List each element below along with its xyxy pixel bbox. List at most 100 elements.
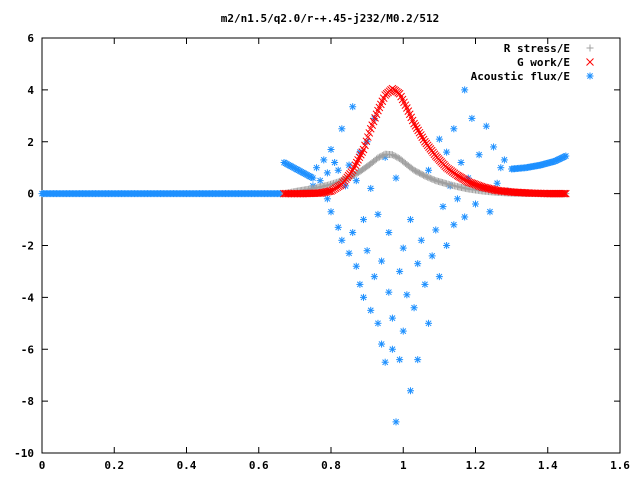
data-point (443, 148, 451, 156)
data-point (381, 358, 389, 366)
data-point (500, 156, 508, 164)
data-point (406, 216, 414, 224)
data-point (363, 133, 372, 141)
y-tick-label: -4 (21, 291, 35, 304)
data-point (338, 236, 346, 244)
y-tick-label: -8 (21, 395, 34, 408)
data-point (414, 356, 422, 364)
data-point (428, 252, 436, 260)
data-point (388, 314, 396, 322)
data-point (356, 150, 365, 159)
data-point (363, 247, 371, 255)
data-point (352, 177, 360, 185)
data-point (468, 179, 477, 188)
series-acoustic-flux-e (38, 86, 570, 426)
data-point (327, 146, 335, 154)
legend-marker-acoustic-flux (586, 72, 594, 80)
data-point (414, 260, 422, 268)
data-point (399, 327, 407, 335)
series-g-work-e (280, 84, 570, 198)
data-point (360, 216, 368, 224)
data-point (385, 288, 393, 296)
data-point (349, 229, 357, 237)
data-point (393, 153, 401, 161)
x-tick-label: 0.6 (249, 459, 269, 472)
data-point (352, 158, 361, 167)
data-point (396, 356, 404, 364)
data-point (323, 169, 331, 177)
y-tick-label: 0 (27, 188, 34, 201)
data-point (411, 122, 420, 130)
data-point (475, 182, 484, 190)
data-point (425, 319, 433, 327)
data-point (475, 151, 483, 159)
data-point (390, 151, 398, 159)
plot-frame (41, 37, 621, 454)
legend-label-g-work: G work/E (517, 56, 570, 69)
data-point (362, 137, 371, 146)
series-layer (38, 84, 570, 426)
data-point (560, 189, 569, 198)
data-point (443, 242, 451, 249)
data-point (465, 178, 474, 187)
x-tick-label: 0.8 (321, 459, 341, 472)
data-point (493, 179, 501, 187)
data-point (450, 221, 458, 229)
data-point (374, 210, 382, 218)
data-point (374, 154, 382, 162)
data-point (349, 103, 357, 111)
data-point (468, 114, 476, 122)
data-point (464, 178, 473, 186)
data-point (392, 174, 400, 182)
legend-label-r-stress: R stress/E (504, 42, 570, 55)
legend-marker-symbol (586, 58, 594, 66)
data-point (497, 164, 505, 172)
data-point (345, 249, 353, 257)
data-point (378, 340, 386, 348)
x-tick-label: 0.2 (104, 459, 124, 472)
chart-title: m2/n1.5/q2.0/r-+.45-j232/M0.2/512 (221, 12, 440, 25)
legend-marker-g-work (586, 58, 594, 66)
data-point (378, 152, 386, 160)
data-point (334, 223, 342, 231)
data-point (461, 86, 469, 94)
data-point (388, 345, 396, 353)
data-point (392, 418, 400, 426)
y-tick-label: -10 (14, 447, 34, 460)
data-point (378, 257, 386, 265)
data-point (414, 126, 423, 135)
data-point (435, 135, 443, 143)
data-point (474, 181, 483, 190)
data-point (467, 179, 476, 187)
data-point (367, 306, 375, 314)
data-point (334, 166, 342, 174)
data-point (365, 129, 374, 137)
data-point (396, 267, 404, 275)
data-point (418, 133, 427, 142)
data-point (471, 180, 480, 189)
data-point (391, 152, 399, 160)
x-tick-label: 1.4 (538, 459, 558, 472)
data-point (350, 163, 358, 172)
data-point (370, 273, 378, 281)
data-point (490, 143, 498, 151)
data-point (412, 124, 421, 132)
data-point (324, 187, 333, 196)
data-point (482, 122, 490, 130)
data-point (472, 200, 479, 208)
x-tick-label: 1 (400, 459, 407, 472)
data-point (435, 273, 443, 281)
data-point (477, 182, 486, 191)
data-point (388, 151, 396, 159)
data-point (425, 166, 433, 174)
data-point (453, 195, 461, 203)
data-point (470, 180, 478, 188)
y-axis-ticks: 6 4 2 0 -2 -4 -6 -8 -10 (14, 32, 620, 460)
data-point (358, 148, 367, 156)
data-point (313, 164, 321, 172)
x-axis-ticks: 0 0.2 0.4 0.6 0.8 1 1.2 1.4 1.6 (39, 38, 630, 472)
data-point (361, 141, 369, 150)
data-point (354, 156, 362, 164)
data-point (360, 293, 368, 301)
